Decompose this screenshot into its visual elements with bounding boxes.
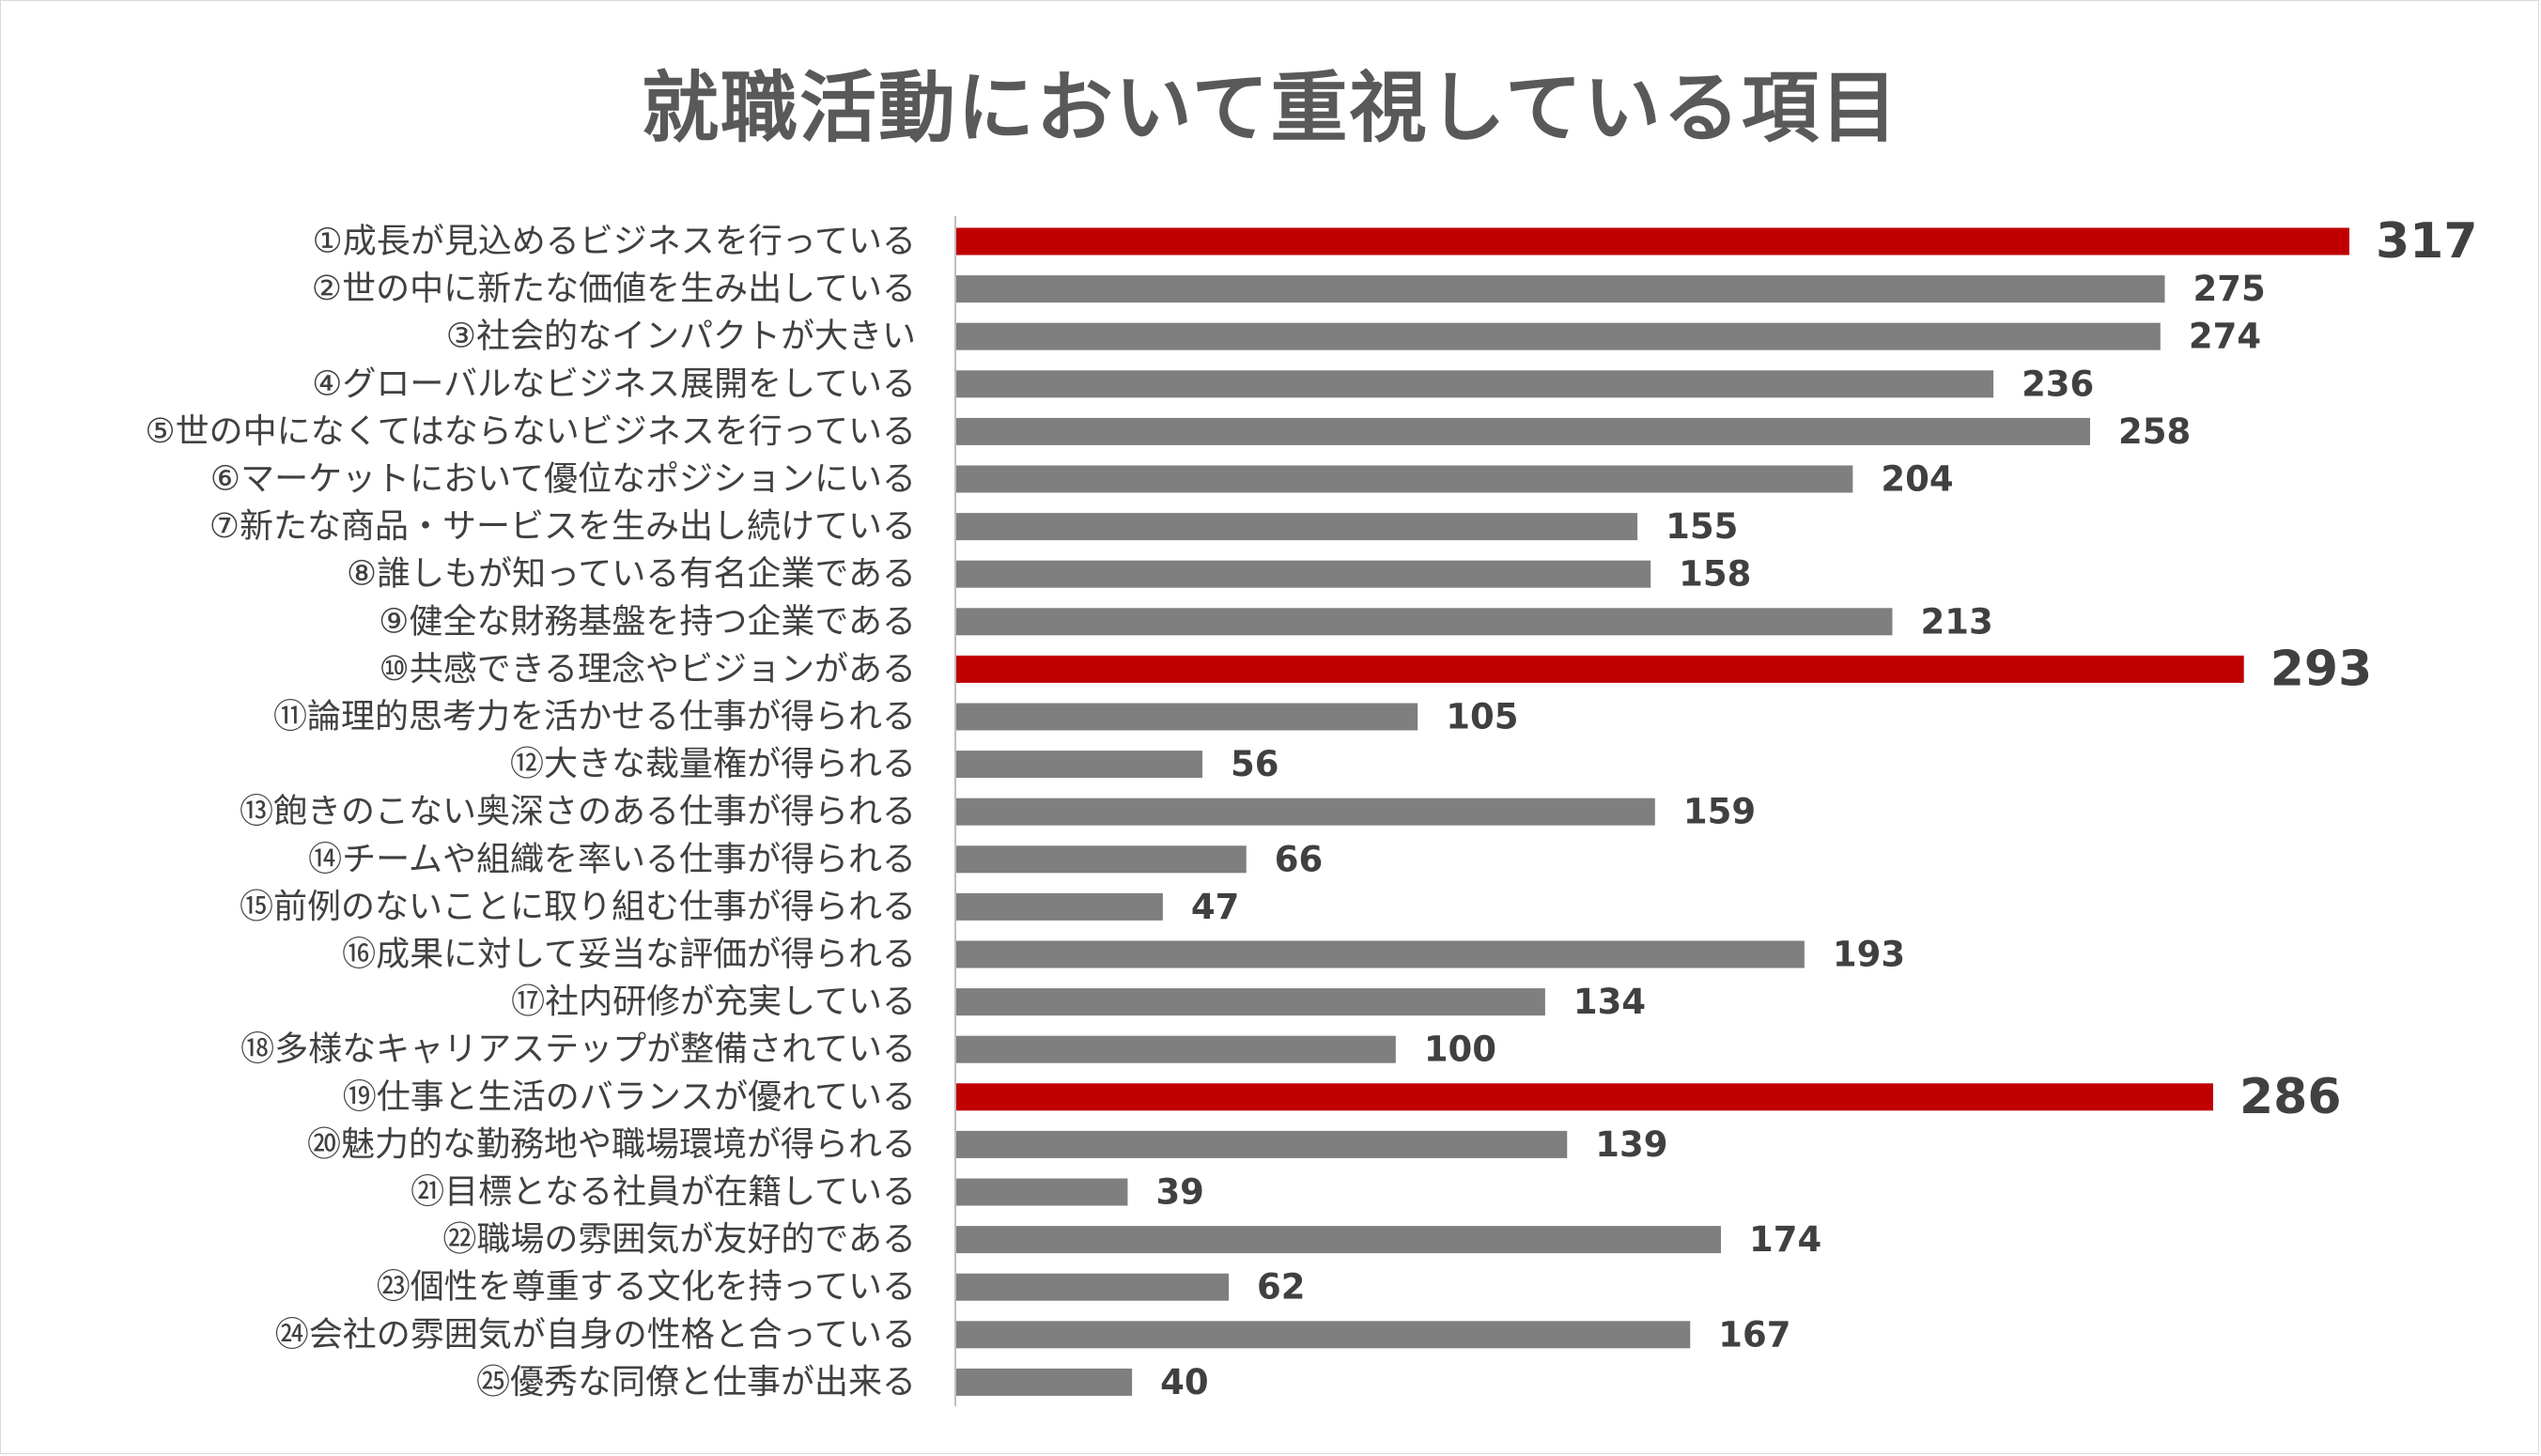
category-label: ③社会的なインパクトが大きい [446,318,916,356]
bar [956,892,1163,921]
bar [956,940,1805,968]
value-label: 275 [2193,269,2266,309]
value-label: 213 [1920,601,1992,642]
category-label: ⑳魅力的な勤務地や職場環境が得られる [307,1125,916,1164]
category-label: ㉓個性を尊重する文化を持っている [377,1268,916,1307]
category-label: ⑯成果に対して妥当な評価が得られる [342,936,916,974]
category-label: ⑬飽きのこない奥深さのある仕事が得られる [240,793,916,831]
value-label: 155 [1666,506,1738,547]
category-label: ⑪論理的思考力を活かせる仕事が得られる [273,698,916,736]
bar [956,798,1655,826]
bar [956,322,2161,350]
category-label: ⑩共感できる理念やビジョンがある [379,650,916,689]
bar-highlighted [956,227,2349,256]
category-label: ⑲仕事と生活のバランスが優れている [343,1077,916,1116]
value-label: 134 [1573,982,1646,1022]
value-label: 66 [1275,839,1324,879]
category-label: ⑫大きな裁量権が得られる [510,745,916,783]
category-label: ⑦新たな商品・サービスを生み出し続けている [209,507,916,546]
bar [956,465,1853,493]
category-label: ⑰社内研修が充実している [511,983,916,1021]
value-label: 174 [1749,1219,1821,1260]
bar [956,608,1893,636]
category-label: ⑥マーケットにおいて優位なポジションにいる [210,460,916,499]
bar [956,845,1247,874]
category-label: ①成長が見込めるビジネスを行っている [313,223,916,261]
bar-highlighted [956,1083,2213,1111]
category-label: ④グローバルなビジネス展開をしている [312,364,916,403]
bar [956,1273,1230,1301]
value-label: 158 [1679,554,1751,595]
category-label: ⑮前例のないことに取り組む仕事が得られる [240,888,916,926]
category-label: ㉕優秀な同僚と仕事が出来る [476,1363,916,1402]
value-label-highlighted: 293 [2270,641,2373,697]
bar [956,1035,1396,1063]
category-label: ㉔会社の雰囲気が自身の性格と合っている [275,1315,916,1354]
bar [956,370,1994,398]
value-label: 159 [1683,792,1756,832]
value-label: 258 [2118,411,2191,452]
category-label: ⑤世の中になくてはならないビジネスを行っている [145,412,916,451]
value-label: 105 [1446,697,1518,737]
category-label: ㉑目標となる社員が在籍している [411,1173,916,1212]
value-label: 139 [1595,1124,1667,1165]
category-label: ⑭チームや組織を率いる仕事が得られる [308,840,916,878]
category-label: ②世の中に新たな価値を生み出している [312,270,916,308]
value-label-highlighted: 286 [2239,1069,2342,1125]
value-label: 40 [1160,1362,1209,1402]
bar [956,417,2090,445]
bar [956,988,1545,1016]
category-label: ⑨健全な財務基盤を持つ企業である [379,602,916,641]
category-label: ⑱多様なキャリアステップが整備されている [240,1030,916,1069]
bar [956,1368,1133,1396]
bar [956,703,1418,731]
category-label: ㉒職場の雰囲気が友好的である [442,1220,916,1259]
bar [956,1226,1722,1254]
value-label: 47 [1191,887,1240,927]
bar [956,513,1638,541]
value-label: 274 [2189,317,2261,357]
bar [956,560,1651,588]
value-label: 193 [1833,935,1905,975]
value-label-highlighted: 317 [2376,213,2478,270]
category-label: ⑧誰しもが知っている有名企業である [347,555,916,594]
value-label: 39 [1155,1172,1204,1213]
value-label: 62 [1257,1267,1306,1308]
bar [956,1130,1568,1158]
bar [956,275,2165,303]
value-label: 100 [1424,1030,1496,1070]
value-label: 56 [1231,744,1279,784]
chart-title: 就職活動において重視している項目 [641,64,1900,153]
bar-highlighted [956,655,2244,683]
bar [956,751,1202,779]
value-label: 236 [2022,364,2094,404]
value-label: 204 [1881,459,1953,500]
bar [956,1178,1128,1206]
value-label: 167 [1718,1314,1790,1355]
bar [956,1321,1691,1349]
